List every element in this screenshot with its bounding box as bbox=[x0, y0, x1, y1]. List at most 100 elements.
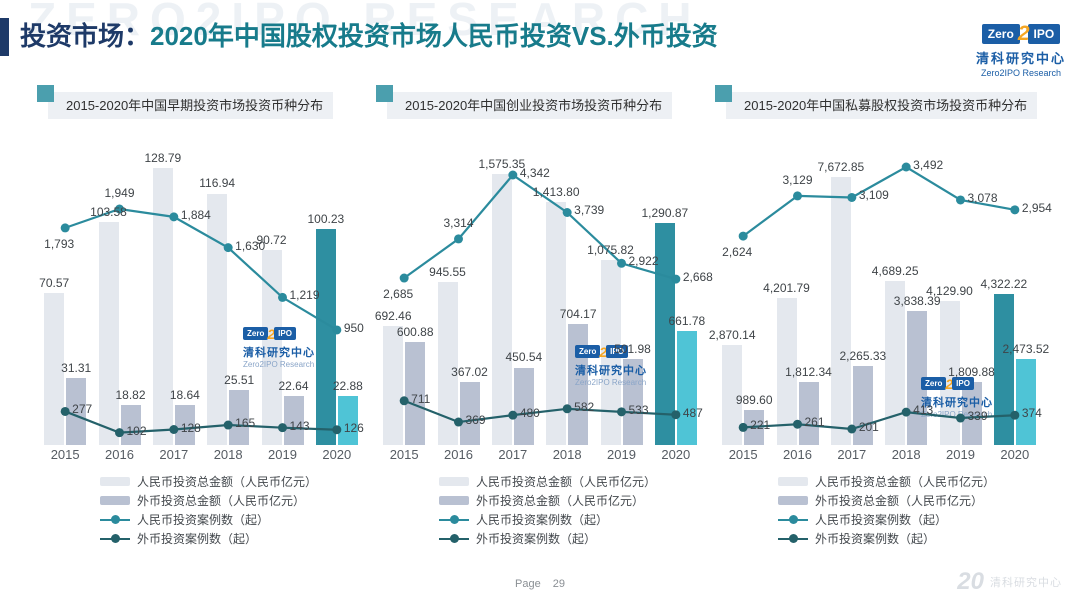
bar-foreign-amount bbox=[459, 381, 480, 445]
chart-venture-capital: 2015-2020年中国创业投资市场投资币种分布 Zero 2 IPO 清科研究中心… bbox=[375, 85, 713, 548]
rmb-cases-point bbox=[671, 274, 681, 284]
x-axis-label: 2015 bbox=[389, 447, 419, 462]
x-axis-label: 2019 bbox=[946, 447, 975, 462]
rmb-cases-point bbox=[399, 273, 409, 283]
page-title-main: 2020年中国股权投资市场人民币投资VS.外币投资 bbox=[150, 21, 718, 51]
x-axis-labels: 2015 2016 2017 2018 2019 2020 bbox=[377, 447, 703, 462]
legend-swatch-foreign-amount bbox=[439, 496, 469, 505]
chart-legend: 人民币投资总金额（人民币亿元） 外币投资总金额（人民币亿元） 人民币投资案例数（… bbox=[778, 472, 1046, 548]
bar-value-label: 22.64 bbox=[278, 379, 309, 394]
foreign-cases-label: 480 bbox=[519, 406, 540, 421]
rmb-cases-label: 3,739 bbox=[574, 203, 605, 218]
bar-rmb-amount bbox=[152, 168, 173, 445]
x-axis-label: 2016 bbox=[105, 447, 134, 462]
page-title-prefix: 投资市场： bbox=[20, 21, 151, 51]
title-bullet-square bbox=[376, 85, 393, 102]
legend-item-foreign-cases: 外币投资案例数（起） bbox=[778, 529, 1046, 548]
legend-item-rmb-amount: 人民币投资总金额（人民币亿元） bbox=[100, 472, 368, 491]
foreign-cases-label: 533 bbox=[628, 402, 649, 417]
rmb-cases-point bbox=[956, 195, 965, 205]
x-axis-label: 2016 bbox=[444, 447, 473, 462]
foreign-cases-label: 102 bbox=[126, 423, 147, 438]
title-bullet-square bbox=[715, 85, 732, 102]
foreign-cases-point bbox=[115, 428, 124, 438]
bar-value-label: 450.54 bbox=[505, 350, 543, 365]
bar-value-label: 1,075.82 bbox=[587, 242, 634, 257]
rmb-cases-point bbox=[508, 170, 518, 180]
bar-value-label: 7,672.85 bbox=[817, 160, 865, 174]
bar-rmb-amount bbox=[383, 325, 404, 445]
foreign-cases-label: 711 bbox=[411, 391, 431, 406]
chart-title: 2015-2020年中国创业投资市场投资币种分布 bbox=[376, 85, 673, 119]
bar-value-label: 4,129.90 bbox=[926, 283, 973, 298]
bar-rmb-amount bbox=[722, 344, 743, 445]
foreign-cases-label: 374 bbox=[1021, 406, 1042, 421]
legend-swatch-rmb-cases bbox=[100, 515, 130, 524]
bar-value-label: 600.88 bbox=[396, 324, 434, 339]
bar-value-label: 1,812.34 bbox=[785, 364, 832, 379]
x-axis-label: 2019 bbox=[607, 447, 636, 462]
bar-rmb-amount bbox=[315, 229, 336, 445]
rmb-cases-label: 1,793 bbox=[44, 236, 75, 251]
bar-value-label: 18.82 bbox=[115, 387, 146, 402]
x-axis-label: 2017 bbox=[837, 447, 867, 462]
foreign-cases-point bbox=[1010, 410, 1020, 420]
bar-rmb-amount bbox=[939, 300, 960, 445]
bar-foreign-amount bbox=[174, 404, 195, 445]
bar-value-label: 70.57 bbox=[39, 276, 70, 291]
bar-foreign-amount bbox=[66, 377, 87, 445]
x-axis-label: 2018 bbox=[891, 447, 921, 462]
rmb-cases-label: 2,624 bbox=[722, 245, 753, 260]
bar-rmb-amount bbox=[776, 298, 797, 445]
page-title: 投资市场：2020年中国股权投资市场人民币投资VS.外币投资 bbox=[20, 16, 718, 53]
foreign-cases-label: 582 bbox=[574, 399, 595, 414]
bar-foreign-amount bbox=[120, 404, 141, 445]
foreign-cases-point bbox=[847, 424, 857, 434]
rmb-cases-point bbox=[169, 212, 179, 222]
rmb-cases-label: 1,949 bbox=[104, 186, 135, 200]
foreign-cases-label: 221 bbox=[750, 418, 771, 433]
foreign-cases-point bbox=[60, 406, 70, 416]
rmb-cases-label: 1,219 bbox=[289, 288, 320, 303]
rmb-cases-point bbox=[847, 192, 857, 202]
x-axis-label: 2019 bbox=[268, 447, 297, 462]
x-axis-label: 2020 bbox=[661, 447, 691, 462]
chart-private-equity: 2015-2020年中国私募股权投资市场投资币种分布 Zero 2 IPO 清科研究… bbox=[709, 85, 1052, 548]
zero2ipo-watermark-stamp: Zero 2 IPO 清科研究中心 Zero2IPO Research bbox=[921, 375, 993, 419]
foreign-cases-label: 261 bbox=[804, 415, 825, 430]
x-axis-labels: 2015 2016 2017 2018 2019 2020 bbox=[38, 447, 364, 462]
bar-value-label: 2,473.52 bbox=[1002, 341, 1050, 356]
bar-rmb-amount bbox=[98, 222, 119, 445]
legend-item-foreign-cases: 外币投资案例数（起） bbox=[439, 529, 707, 548]
legend-swatch-rmb-amount bbox=[778, 477, 808, 486]
rmb-cases-point bbox=[738, 231, 748, 241]
bar-value-label: 367.02 bbox=[451, 364, 488, 379]
foreign-cases-label: 369 bbox=[465, 413, 486, 428]
foreign-cases-label: 201 bbox=[858, 419, 879, 434]
bar-value-label: 2,265.33 bbox=[839, 348, 887, 363]
bar-value-label: 22.88 bbox=[332, 378, 363, 393]
rmb-cases-point bbox=[278, 292, 287, 302]
legend-item-foreign-amount: 外币投资总金额（人民币亿元） bbox=[439, 491, 707, 510]
foreign-cases-point bbox=[793, 419, 802, 429]
rmb-cases-label: 2,668 bbox=[682, 270, 713, 285]
rmb-cases-label: 2,954 bbox=[1021, 200, 1052, 215]
bar-foreign-amount bbox=[798, 381, 819, 445]
foreign-cases-point bbox=[223, 420, 233, 430]
rmb-cases-point bbox=[562, 207, 572, 217]
bar-rmb-amount bbox=[261, 249, 282, 445]
bar-value-label: 704.17 bbox=[559, 306, 597, 321]
background-watermark: ZERO2IPO RESEARCH bbox=[28, 0, 702, 45]
rmb-cases-label: 3,492 bbox=[913, 158, 944, 172]
bar-value-label: 1,413.80 bbox=[532, 184, 580, 199]
plot-area-private-equity: Zero 2 IPO 清科研究中心 Zero2IPO Research 2,870.… bbox=[709, 127, 1052, 445]
bar-foreign-amount bbox=[229, 390, 250, 445]
page-number: 29 bbox=[552, 578, 565, 590]
zero2ipo-badge-icon: Zero 2 IPO bbox=[981, 22, 1061, 46]
footer: Page 29 bbox=[0, 578, 1080, 590]
bar-value-label: 4,201.79 bbox=[763, 281, 810, 296]
legend-swatch-foreign-amount bbox=[778, 496, 808, 505]
bar-foreign-amount bbox=[676, 331, 697, 445]
slide-header: 投资市场：2020年中国股权投资市场人民币投资VS.外币投资 Zero 2 IPO … bbox=[0, 14, 1080, 78]
